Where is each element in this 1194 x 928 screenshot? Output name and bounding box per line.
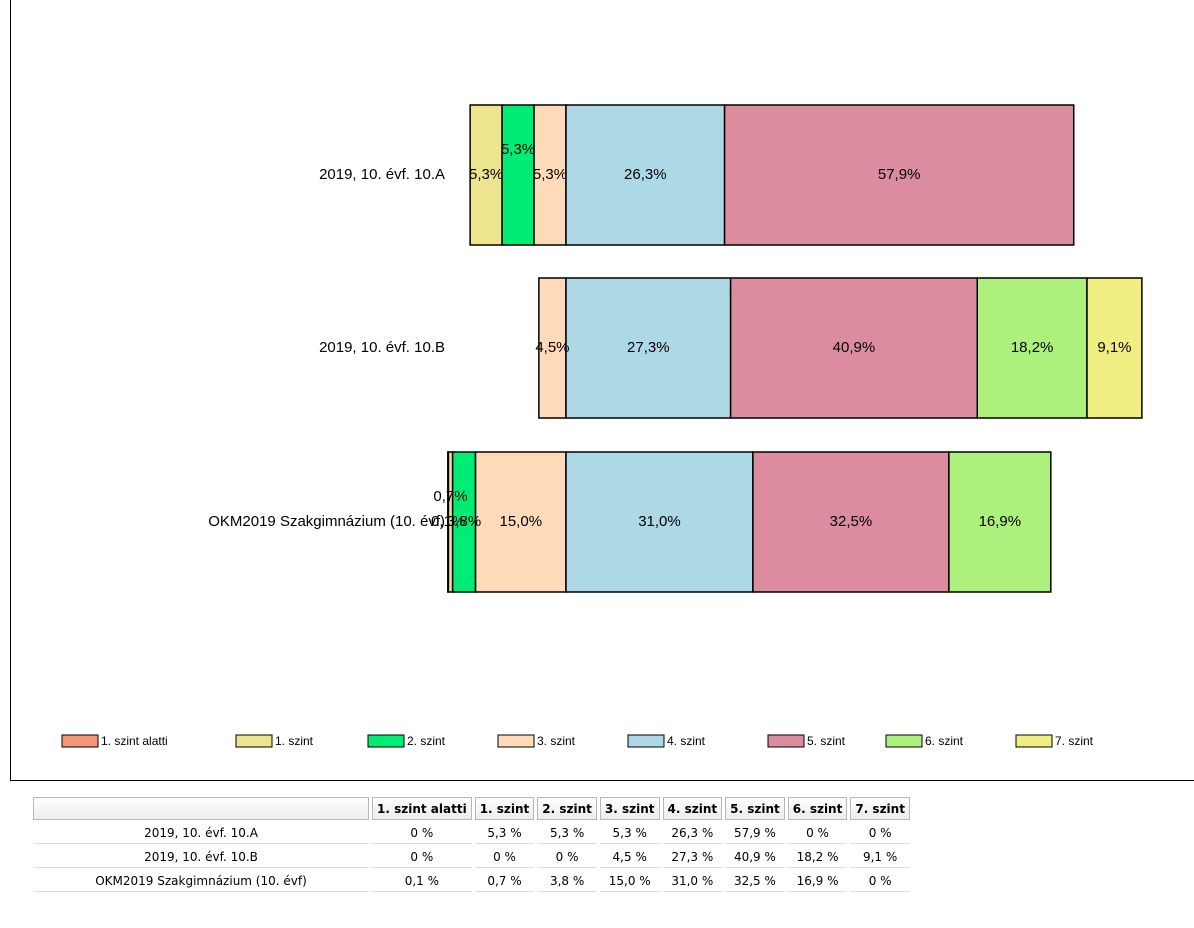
bar-segment	[948, 451, 1052, 593]
table-cell: 0,7 %	[474, 870, 535, 892]
table-cell: 0 %	[372, 822, 472, 844]
legend-swatch	[367, 734, 405, 748]
category-label: 2019, 10. évf. 10.A	[319, 166, 445, 183]
legend-label: 4. szint	[667, 734, 706, 748]
table-cell: 0 %	[787, 822, 848, 844]
legend-swatch	[1015, 734, 1053, 748]
table-cell: 4,5 %	[599, 846, 660, 868]
table-cell: 0 %	[850, 870, 910, 892]
chart: 2019, 10. évf. 10.A 57,9% 26,3% 5,3% 5,3% 5,3…	[10, 0, 1194, 781]
legend-swatch	[767, 734, 805, 748]
table-cell: 0 %	[372, 846, 472, 868]
table-cell: 57,9 %	[725, 822, 785, 844]
table-cell: 2019, 10. évf. 10.A	[33, 822, 369, 844]
bar-segment	[976, 277, 1088, 419]
header-cell: 3. szint	[599, 797, 660, 820]
category-label: 2019, 10. évf. 10.B	[319, 339, 445, 356]
bar-segment	[752, 451, 950, 593]
header-cell: 2. szint	[537, 797, 597, 820]
table-cell: 32,5 %	[725, 870, 785, 892]
bar-segment	[501, 104, 535, 246]
data-label: 5,3%	[469, 166, 503, 183]
legend-label: 1. szint	[275, 734, 314, 748]
table-cell: 9,1 %	[850, 846, 910, 868]
legend-swatch	[497, 734, 535, 748]
data-label: 15,0%	[500, 513, 543, 530]
category-label: OKM2019 Szakgimnázium (10. évf)	[208, 513, 445, 530]
legend-label: 3. szint	[537, 734, 576, 748]
legend-label: 5. szint	[807, 734, 846, 748]
table-cell: 40,9 %	[725, 846, 785, 868]
table-cell: 0 %	[537, 846, 597, 868]
data-label: 5,3%	[533, 166, 567, 183]
bar-segment	[565, 277, 732, 419]
table-row: 2019, 10. évf. 10.B 0 % 0 % 0 % 4,5 % 27,3 % 4…	[33, 846, 910, 868]
data-label: 18,2%	[1011, 339, 1054, 356]
legend-swatch	[61, 734, 99, 748]
header-cell: 5. szint	[725, 797, 785, 820]
corner-cell	[33, 797, 369, 820]
table-cell: 15,0 %	[599, 870, 660, 892]
data-label: 4,5%	[535, 339, 569, 356]
table-cell: OKM2019 Szakgimnázium (10. évf)	[33, 870, 369, 892]
data-label: 26,3%	[624, 166, 667, 183]
table-cell: 0 %	[850, 822, 910, 844]
table-cell: 2019, 10. évf. 10.B	[33, 846, 369, 868]
bar-segment	[474, 451, 567, 593]
header-cell: 6. szint	[787, 797, 848, 820]
table-cell: 16,9 %	[787, 870, 848, 892]
legend-label: 6. szint	[925, 734, 964, 748]
table-cell: 0,1 %	[372, 870, 472, 892]
header-cell: 1. szint	[474, 797, 535, 820]
table-cell: 26,3 %	[662, 822, 723, 844]
table-cell: 5,3 %	[599, 822, 660, 844]
data-label: 0,7%	[433, 488, 467, 505]
table-cell: 0 %	[474, 846, 535, 868]
legend-swatch	[235, 734, 273, 748]
bar-segment	[729, 277, 978, 419]
header-cell: 7. szint	[850, 797, 910, 820]
header-cell: 4. szint	[662, 797, 723, 820]
data-label: 27,3%	[627, 339, 670, 356]
data-label: 31,0%	[638, 513, 681, 530]
data-label: 5,3%	[501, 141, 535, 158]
data-label: 57,9%	[878, 166, 921, 183]
data-table: 1. szint alatti 1. szint 2. szint 3. szint 4…	[30, 795, 913, 894]
bar-segment	[565, 104, 726, 246]
table-row: 2019, 10. évf. 10.A 0 % 5,3 % 5,3 % 5,3 % 26,…	[33, 822, 910, 844]
table-cell: 5,3 %	[474, 822, 535, 844]
legend-label: 7. szint	[1055, 734, 1094, 748]
data-label: 3,8%	[447, 513, 481, 530]
legend-label: 2. szint	[407, 734, 446, 748]
data-label: 40,9%	[833, 339, 876, 356]
legend-swatch	[885, 734, 923, 748]
table-cell: 5,3 %	[537, 822, 597, 844]
bar-segment	[1086, 277, 1143, 419]
table-cell: 31,0 %	[662, 870, 723, 892]
table-cell: 27,3 %	[662, 846, 723, 868]
header-row: 1. szint alatti 1. szint 2. szint 3. szint 4…	[33, 797, 910, 820]
legend-swatch	[627, 734, 665, 748]
data-label: 0,1%	[431, 513, 465, 530]
bar-segment	[565, 451, 754, 593]
table-row: OKM2019 Szakgimnázium (10. évf) 0,1 % 0,7 …	[33, 870, 910, 892]
data-label: 32,5%	[830, 513, 873, 530]
data-label: 9,1%	[1097, 339, 1131, 356]
table-cell: 18,2 %	[787, 846, 848, 868]
header-cell: 1. szint alatti	[372, 797, 472, 820]
bar-segment	[723, 104, 1075, 246]
table-cell: 3,8 %	[537, 870, 597, 892]
data-label: 16,9%	[979, 513, 1022, 530]
legend-label: 1. szint alatti	[101, 734, 168, 748]
